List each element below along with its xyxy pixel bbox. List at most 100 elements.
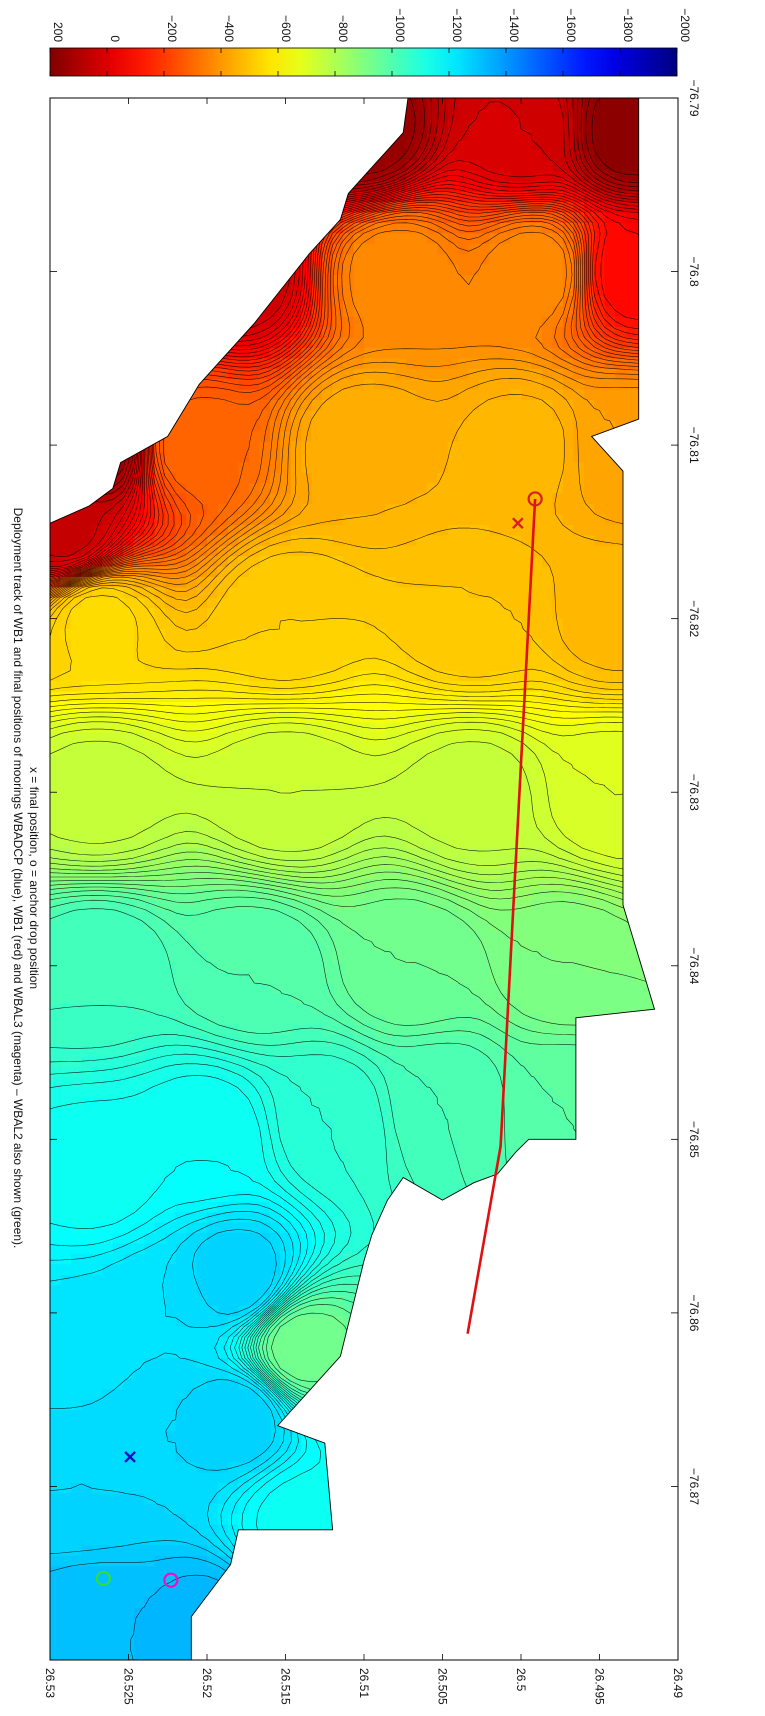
depth-cell xyxy=(280,910,291,921)
depth-cell xyxy=(197,452,208,463)
depth-cell xyxy=(552,744,563,755)
depth-cell xyxy=(238,608,249,619)
depth-cell xyxy=(343,817,354,828)
depth-cell xyxy=(333,817,344,828)
depth-cell xyxy=(92,764,103,775)
depth-cell xyxy=(197,702,208,713)
depth-cell xyxy=(437,494,448,505)
depth-cell xyxy=(479,650,490,661)
depth-cell xyxy=(521,119,532,130)
depth-cell xyxy=(333,702,344,713)
depth-cell xyxy=(448,348,459,359)
depth-cell xyxy=(406,535,417,546)
depth-cell xyxy=(416,848,427,859)
depth-cell xyxy=(60,702,71,713)
depth-cell xyxy=(406,442,417,453)
depth-cell xyxy=(81,671,92,682)
depth-cell xyxy=(521,306,532,317)
depth-cell xyxy=(385,598,396,609)
depth-cell xyxy=(448,275,459,286)
depth-cell xyxy=(322,806,333,817)
depth-cell xyxy=(448,535,459,546)
depth-cell xyxy=(71,671,82,682)
depth-cell xyxy=(416,473,427,484)
depth-cell xyxy=(113,764,124,775)
depth-cell xyxy=(155,744,166,755)
chart-subtitle: x = final position, o = anchor drop posi… xyxy=(27,767,41,989)
depth-cell xyxy=(469,775,480,786)
depth-cell xyxy=(395,941,406,952)
depth-cell xyxy=(102,629,113,640)
depth-cell xyxy=(521,254,532,265)
depth-cell xyxy=(343,515,354,526)
depth-cell xyxy=(406,837,417,848)
depth-cell xyxy=(500,483,511,494)
depth-cell xyxy=(249,910,260,921)
depth-cell xyxy=(228,827,239,838)
depth-cell xyxy=(552,140,563,151)
depth-cell xyxy=(312,431,323,442)
depth-cell xyxy=(563,733,574,744)
depth-cell xyxy=(500,254,511,265)
depth-cell xyxy=(448,889,459,900)
depth-cell xyxy=(416,744,427,755)
depth-cell xyxy=(333,462,344,473)
depth-cell xyxy=(490,410,501,421)
depth-cell xyxy=(395,296,406,307)
depth-cell xyxy=(92,806,103,817)
depth-cell xyxy=(395,744,406,755)
depth-cell xyxy=(197,421,208,432)
depth-cell xyxy=(448,285,459,296)
depth-cell xyxy=(343,650,354,661)
depth-cell xyxy=(448,900,459,911)
depth-cell xyxy=(437,338,448,349)
depth-cell xyxy=(280,775,291,786)
depth-cell xyxy=(354,483,365,494)
depth-cell xyxy=(490,785,501,796)
depth-cell xyxy=(521,410,532,421)
depth-cell xyxy=(301,608,312,619)
depth-cell xyxy=(500,827,511,838)
depth-cell xyxy=(270,744,281,755)
depth-cell xyxy=(531,671,542,682)
depth-cell xyxy=(626,379,637,390)
depth-cell xyxy=(71,619,82,630)
colorbar-tick-label: −1400 xyxy=(507,8,521,42)
depth-cell xyxy=(71,535,82,546)
depth-cell xyxy=(249,410,260,421)
depth-cell xyxy=(364,431,375,442)
depth-cell xyxy=(92,889,103,900)
depth-cell xyxy=(270,817,281,828)
depth-cell xyxy=(511,390,522,401)
depth-cell xyxy=(155,587,166,598)
colorbar-tick-label: −1200 xyxy=(450,8,464,42)
depth-cell xyxy=(123,952,134,963)
depth-cell xyxy=(197,598,208,609)
depth-cell xyxy=(406,785,417,796)
depth-cell xyxy=(573,900,584,911)
colorbar-tick-label-wrap: −1200 xyxy=(450,8,464,42)
depth-cell xyxy=(50,837,61,848)
depth-cell xyxy=(511,629,522,640)
depth-cell xyxy=(406,150,417,161)
colorbar-tick-label: −1000 xyxy=(393,8,407,42)
depth-cell xyxy=(81,764,92,775)
depth-cell xyxy=(207,577,218,588)
depth-cell xyxy=(249,650,260,661)
depth-cell xyxy=(343,671,354,682)
depth-cell xyxy=(144,639,155,650)
depth-cell xyxy=(354,400,365,411)
depth-cell xyxy=(406,827,417,838)
depth-cell xyxy=(458,785,469,796)
depth-cell xyxy=(500,442,511,453)
depth-cell xyxy=(395,598,406,609)
depth-cell xyxy=(500,587,511,598)
depth-cell xyxy=(542,921,553,932)
depth-cell xyxy=(113,910,124,921)
depth-cell xyxy=(500,608,511,619)
depth-cell xyxy=(458,931,469,942)
depth-cell xyxy=(81,941,92,952)
depth-cell xyxy=(395,160,406,171)
depth-cell xyxy=(301,390,312,401)
depth-cell xyxy=(427,723,438,734)
